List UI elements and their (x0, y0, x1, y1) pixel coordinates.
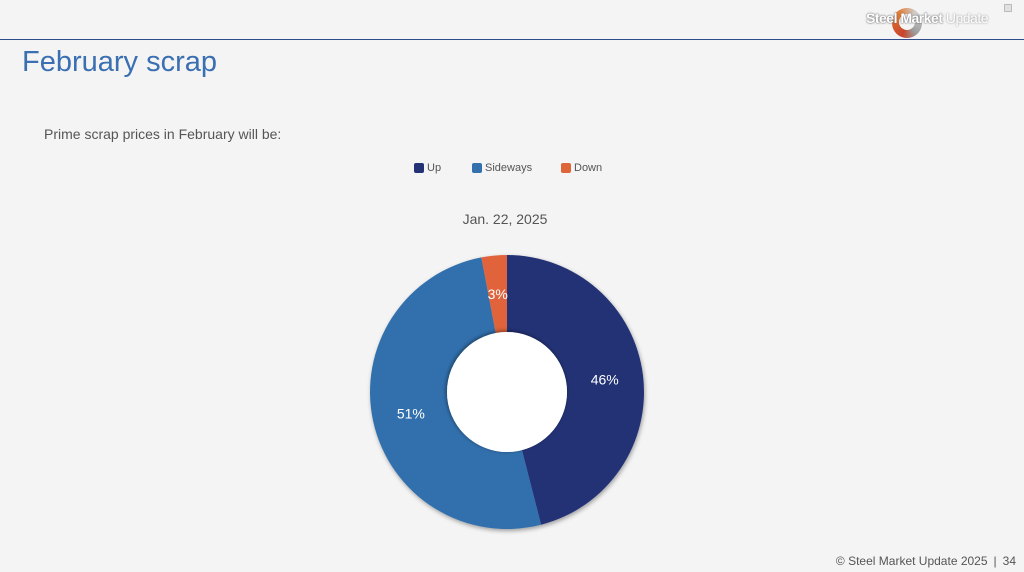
donut-hole (447, 332, 567, 452)
legend-item-sideways: Sideways (472, 162, 532, 174)
slice-up (507, 255, 645, 525)
legend-label-up: Up (427, 162, 442, 174)
page-number: 34 (1002, 554, 1016, 568)
data-label-up: 46% (591, 372, 619, 388)
page-title: February scrap (22, 46, 218, 78)
logo-text-bold: Steel Market (866, 10, 943, 26)
chart-title: Jan. 22, 2025 (462, 211, 548, 227)
slice-sideways (370, 257, 542, 529)
header-rule (0, 39, 1024, 40)
footer: © Steel Market Update 2025 | 34 (836, 554, 1016, 568)
legend-label-down: Down (574, 162, 603, 174)
data-label-down: 3% (488, 286, 508, 302)
legend-swatch-up (414, 163, 424, 173)
chart-legend: Up Sideways Down (0, 162, 1024, 178)
legend-item-up: Up (414, 162, 441, 174)
logo-text-light: Update (942, 10, 989, 26)
steel-market-update-logo: Steel Market Update (866, 4, 1012, 38)
data-label-sideways: 51% (397, 405, 425, 421)
legend-label-sideways: Sideways (485, 162, 533, 174)
footer-separator: | (993, 554, 997, 568)
logo-swoosh-icon (892, 8, 922, 38)
footer-copyright: © Steel Market Update 2025 (835, 554, 988, 568)
survey-question: Prime scrap prices in February will be: (44, 126, 282, 142)
logo-corner-mark (1004, 4, 1012, 12)
slice-down (481, 255, 507, 334)
legend-item-down: Down (561, 162, 602, 174)
legend-swatch-down (561, 163, 571, 173)
legend-swatch-sideways (472, 163, 482, 173)
